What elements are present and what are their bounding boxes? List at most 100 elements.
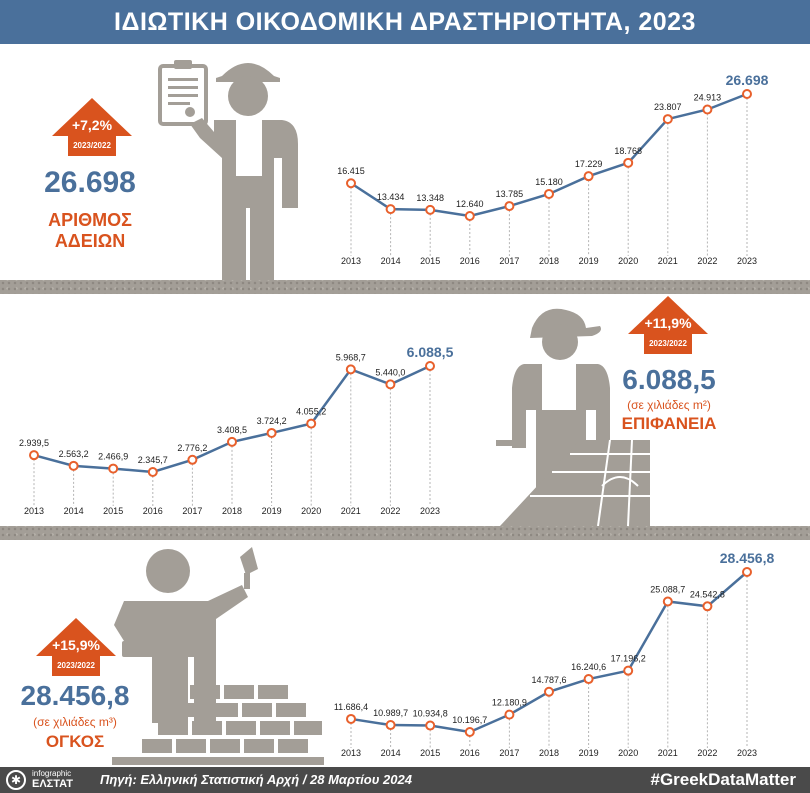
data-point (544, 188, 554, 199)
x-tick-label: 2014 (381, 748, 401, 758)
x-tick-label: 2020 (301, 506, 321, 516)
data-point (187, 454, 198, 465)
data-point (385, 379, 396, 390)
data-label: 18.768 (614, 146, 642, 156)
data-label: 15.180 (535, 177, 563, 187)
data-label: 5.440,0 (375, 367, 405, 377)
unit-surface: (σε χιλιάδες m²) (627, 398, 711, 412)
label-volume: ΟΓΚΟΣ (45, 732, 105, 751)
data-point (702, 104, 713, 115)
data-label: 10.196,7 (452, 715, 487, 725)
x-tick-label: 2021 (658, 256, 678, 266)
x-tick-label: 2015 (420, 256, 440, 266)
data-point (583, 674, 594, 685)
page-title: ΙΔΙΩΤΙΚΗ ΟΙΚΟΔΟΜΙΚΗ ΔΡΑΣΤΗΡΙΟΤΗΤΑ, 2023 (0, 0, 810, 44)
data-point (504, 201, 515, 212)
data-label: 13.434 (377, 192, 405, 202)
x-tick-label: 2014 (64, 506, 84, 516)
x-tick-label: 2016 (460, 748, 480, 758)
big-value-surface: 6.088,5 (622, 364, 716, 395)
change-percent: +7,2% (72, 117, 113, 133)
source-text: Πηγή: Ελληνική Στατιστική Αρχή / 28 Μαρτ… (100, 772, 412, 787)
data-label: 23.807 (654, 102, 682, 112)
logo-text: infographic ΕΛΣΤΑΤ (32, 769, 73, 790)
data-label: 2.776,2 (177, 443, 207, 453)
up-arrow-icon (36, 618, 116, 676)
data-point (385, 720, 396, 731)
data-label: 3.724,2 (257, 416, 287, 426)
data-label: 25.088,7 (650, 585, 685, 595)
line-chart-surface: 2.939,5 2013 2.563,2 2014 2.466,9 2015 2.345,7… (19, 344, 454, 516)
line-chart-permits: 16.415 2013 13.434 2014 13.348 2015 12.640 2016… (337, 72, 768, 266)
data-point (702, 601, 713, 612)
change-percent: +11,9% (644, 315, 692, 331)
data-point (306, 418, 317, 429)
data-label: 24.913 (694, 92, 722, 102)
big-value-permits: 26.698 (44, 166, 136, 199)
data-label: 10.989,7 (373, 708, 408, 718)
data-label: 10.934,8 (413, 709, 448, 719)
data-label: 2.466,9 (98, 452, 128, 462)
data-point (29, 450, 39, 461)
x-tick-label: 2023 (737, 748, 757, 758)
data-label: 28.456,8 (720, 550, 775, 566)
data-label: 2.939,5 (19, 438, 49, 448)
change-percent: +15,9% (52, 637, 100, 653)
x-tick-label: 2014 (381, 256, 401, 266)
data-point (742, 567, 752, 577)
brick-wall (112, 685, 324, 765)
data-label: 13.348 (416, 193, 444, 203)
data-point (623, 157, 634, 168)
x-tick-label: 2022 (697, 256, 717, 266)
label-permits-line1: ΑΡΙΘΜΟΣ (48, 210, 132, 230)
change-period: 2023/2022 (73, 141, 111, 150)
x-tick-label: 2019 (579, 748, 599, 758)
data-point (227, 436, 237, 447)
data-label: 24.542,8 (690, 589, 725, 599)
x-tick-label: 2015 (420, 748, 440, 758)
trowel-icon (240, 547, 258, 575)
elstat-logo-icon: ✱ (6, 770, 26, 790)
x-tick-label: 2020 (618, 748, 638, 758)
data-label: 6.088,5 (407, 344, 454, 360)
worker-tiles-illustration (496, 308, 650, 527)
data-label: 12.180,9 (492, 698, 527, 708)
x-tick-label: 2017 (499, 256, 519, 266)
data-point (504, 709, 515, 720)
x-tick-label: 2023 (420, 506, 440, 516)
data-label: 5.968,7 (336, 352, 366, 362)
data-label: 14.787,6 (531, 675, 566, 685)
x-tick-label: 2013 (24, 506, 44, 516)
x-tick-label: 2023 (737, 256, 757, 266)
data-point (662, 114, 673, 125)
data-point (68, 460, 79, 471)
change-period: 2023/2022 (649, 339, 687, 348)
x-tick-label: 2013 (341, 748, 361, 758)
series-line (33, 364, 431, 474)
hashtag: #GreekDataMatter (650, 770, 796, 789)
section-divider (0, 526, 810, 540)
x-tick-label: 2016 (460, 256, 480, 266)
unit-volume: (σε χιλιάδες m³) (33, 715, 117, 729)
x-tick-label: 2021 (658, 748, 678, 758)
data-label: 17.229 (575, 159, 603, 169)
x-tick-label: 2018 (539, 256, 559, 266)
data-label: 13.785 (496, 189, 524, 199)
data-point (623, 665, 634, 676)
data-label: 2.345,7 (138, 455, 168, 465)
x-tick-label: 2017 (499, 748, 519, 758)
label-surface: ΕΠΙΦΑΝΕΙΑ (621, 414, 717, 433)
worker-clipboard-illustration (158, 60, 298, 280)
data-point (346, 178, 356, 189)
x-tick-label: 2017 (182, 506, 202, 516)
x-tick-label: 2013 (341, 256, 361, 266)
x-tick-label: 2021 (341, 506, 361, 516)
change-period: 2023/2022 (57, 661, 95, 670)
data-point (464, 727, 475, 737)
data-point (425, 720, 436, 731)
up-arrow-icon (52, 98, 132, 156)
data-label: 16.240,6 (571, 662, 606, 672)
footer: ✱ infographic ΕΛΣΤΑΤ Πηγή: Ελληνική Στατι… (0, 767, 810, 793)
x-tick-label: 2020 (618, 256, 638, 266)
brick-icon (122, 641, 146, 657)
